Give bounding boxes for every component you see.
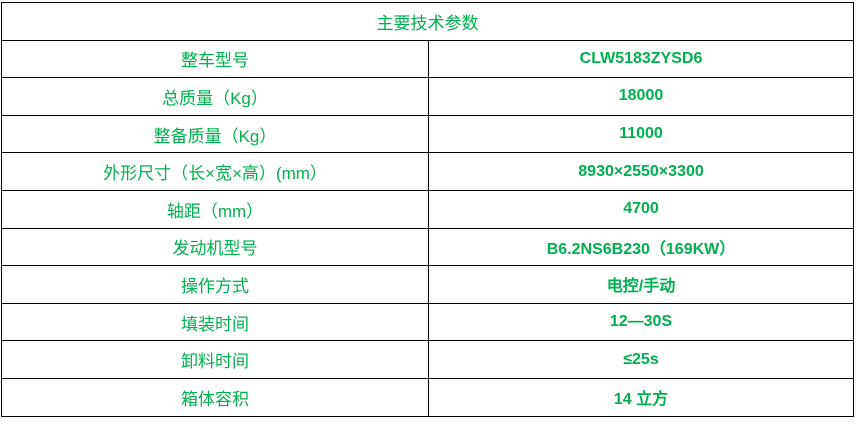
- spec-value: ≤25s: [428, 340, 854, 379]
- spec-value: 4700: [428, 189, 854, 229]
- spec-label: 总质量（Kg）: [1, 77, 429, 116]
- table-row: 整车型号 CLW5183ZYSD6: [1, 39, 854, 79]
- spec-value: B6.2NS6B230（169KW）: [428, 227, 854, 267]
- spec-table: 主要技术参数 整车型号 CLW5183ZYSD6 总质量（Kg） 18000 整备质量（…: [1, 2, 854, 417]
- table-row: 箱体容积 14 立方: [1, 377, 854, 417]
- table-row: 整备质量（Kg） 11000: [1, 114, 854, 154]
- spec-value: 14 立方: [428, 377, 854, 417]
- spec-label: 外形尺寸（长×宽×高）(mm）: [1, 152, 429, 191]
- table-title: 主要技术参数: [1, 2, 854, 41]
- spec-label: 操作方式: [1, 265, 429, 304]
- table-row: 卸料时间 ≤25s: [1, 340, 854, 379]
- table-row: 外形尺寸（长×宽×高）(mm） 8930×2550×3300: [1, 152, 854, 191]
- spec-value: 18000: [428, 77, 854, 116]
- table-row: 操作方式 电控/手动: [1, 265, 854, 304]
- table-row: 发动机型号 B6.2NS6B230（169KW）: [1, 227, 854, 267]
- spec-value: 电控/手动: [428, 265, 854, 304]
- table-row: 填装时间 12—30S: [1, 302, 854, 342]
- spec-label: 箱体容积: [1, 377, 429, 417]
- spec-value: 12—30S: [428, 302, 854, 342]
- table-row: 总质量（Kg） 18000: [1, 77, 854, 116]
- spec-label: 填装时间: [1, 302, 429, 342]
- spec-value: CLW5183ZYSD6: [428, 39, 854, 79]
- spec-label: 发动机型号: [1, 227, 429, 267]
- spec-label: 整车型号: [1, 39, 429, 79]
- table-header-row: 主要技术参数: [1, 2, 854, 41]
- spec-value: 8930×2550×3300: [428, 152, 854, 191]
- spec-value: 11000: [428, 114, 854, 154]
- spec-label: 卸料时间: [1, 340, 429, 379]
- table-row: 轴距（mm） 4700: [1, 189, 854, 229]
- spec-label: 轴距（mm）: [1, 189, 429, 229]
- spec-label: 整备质量（Kg）: [1, 114, 429, 154]
